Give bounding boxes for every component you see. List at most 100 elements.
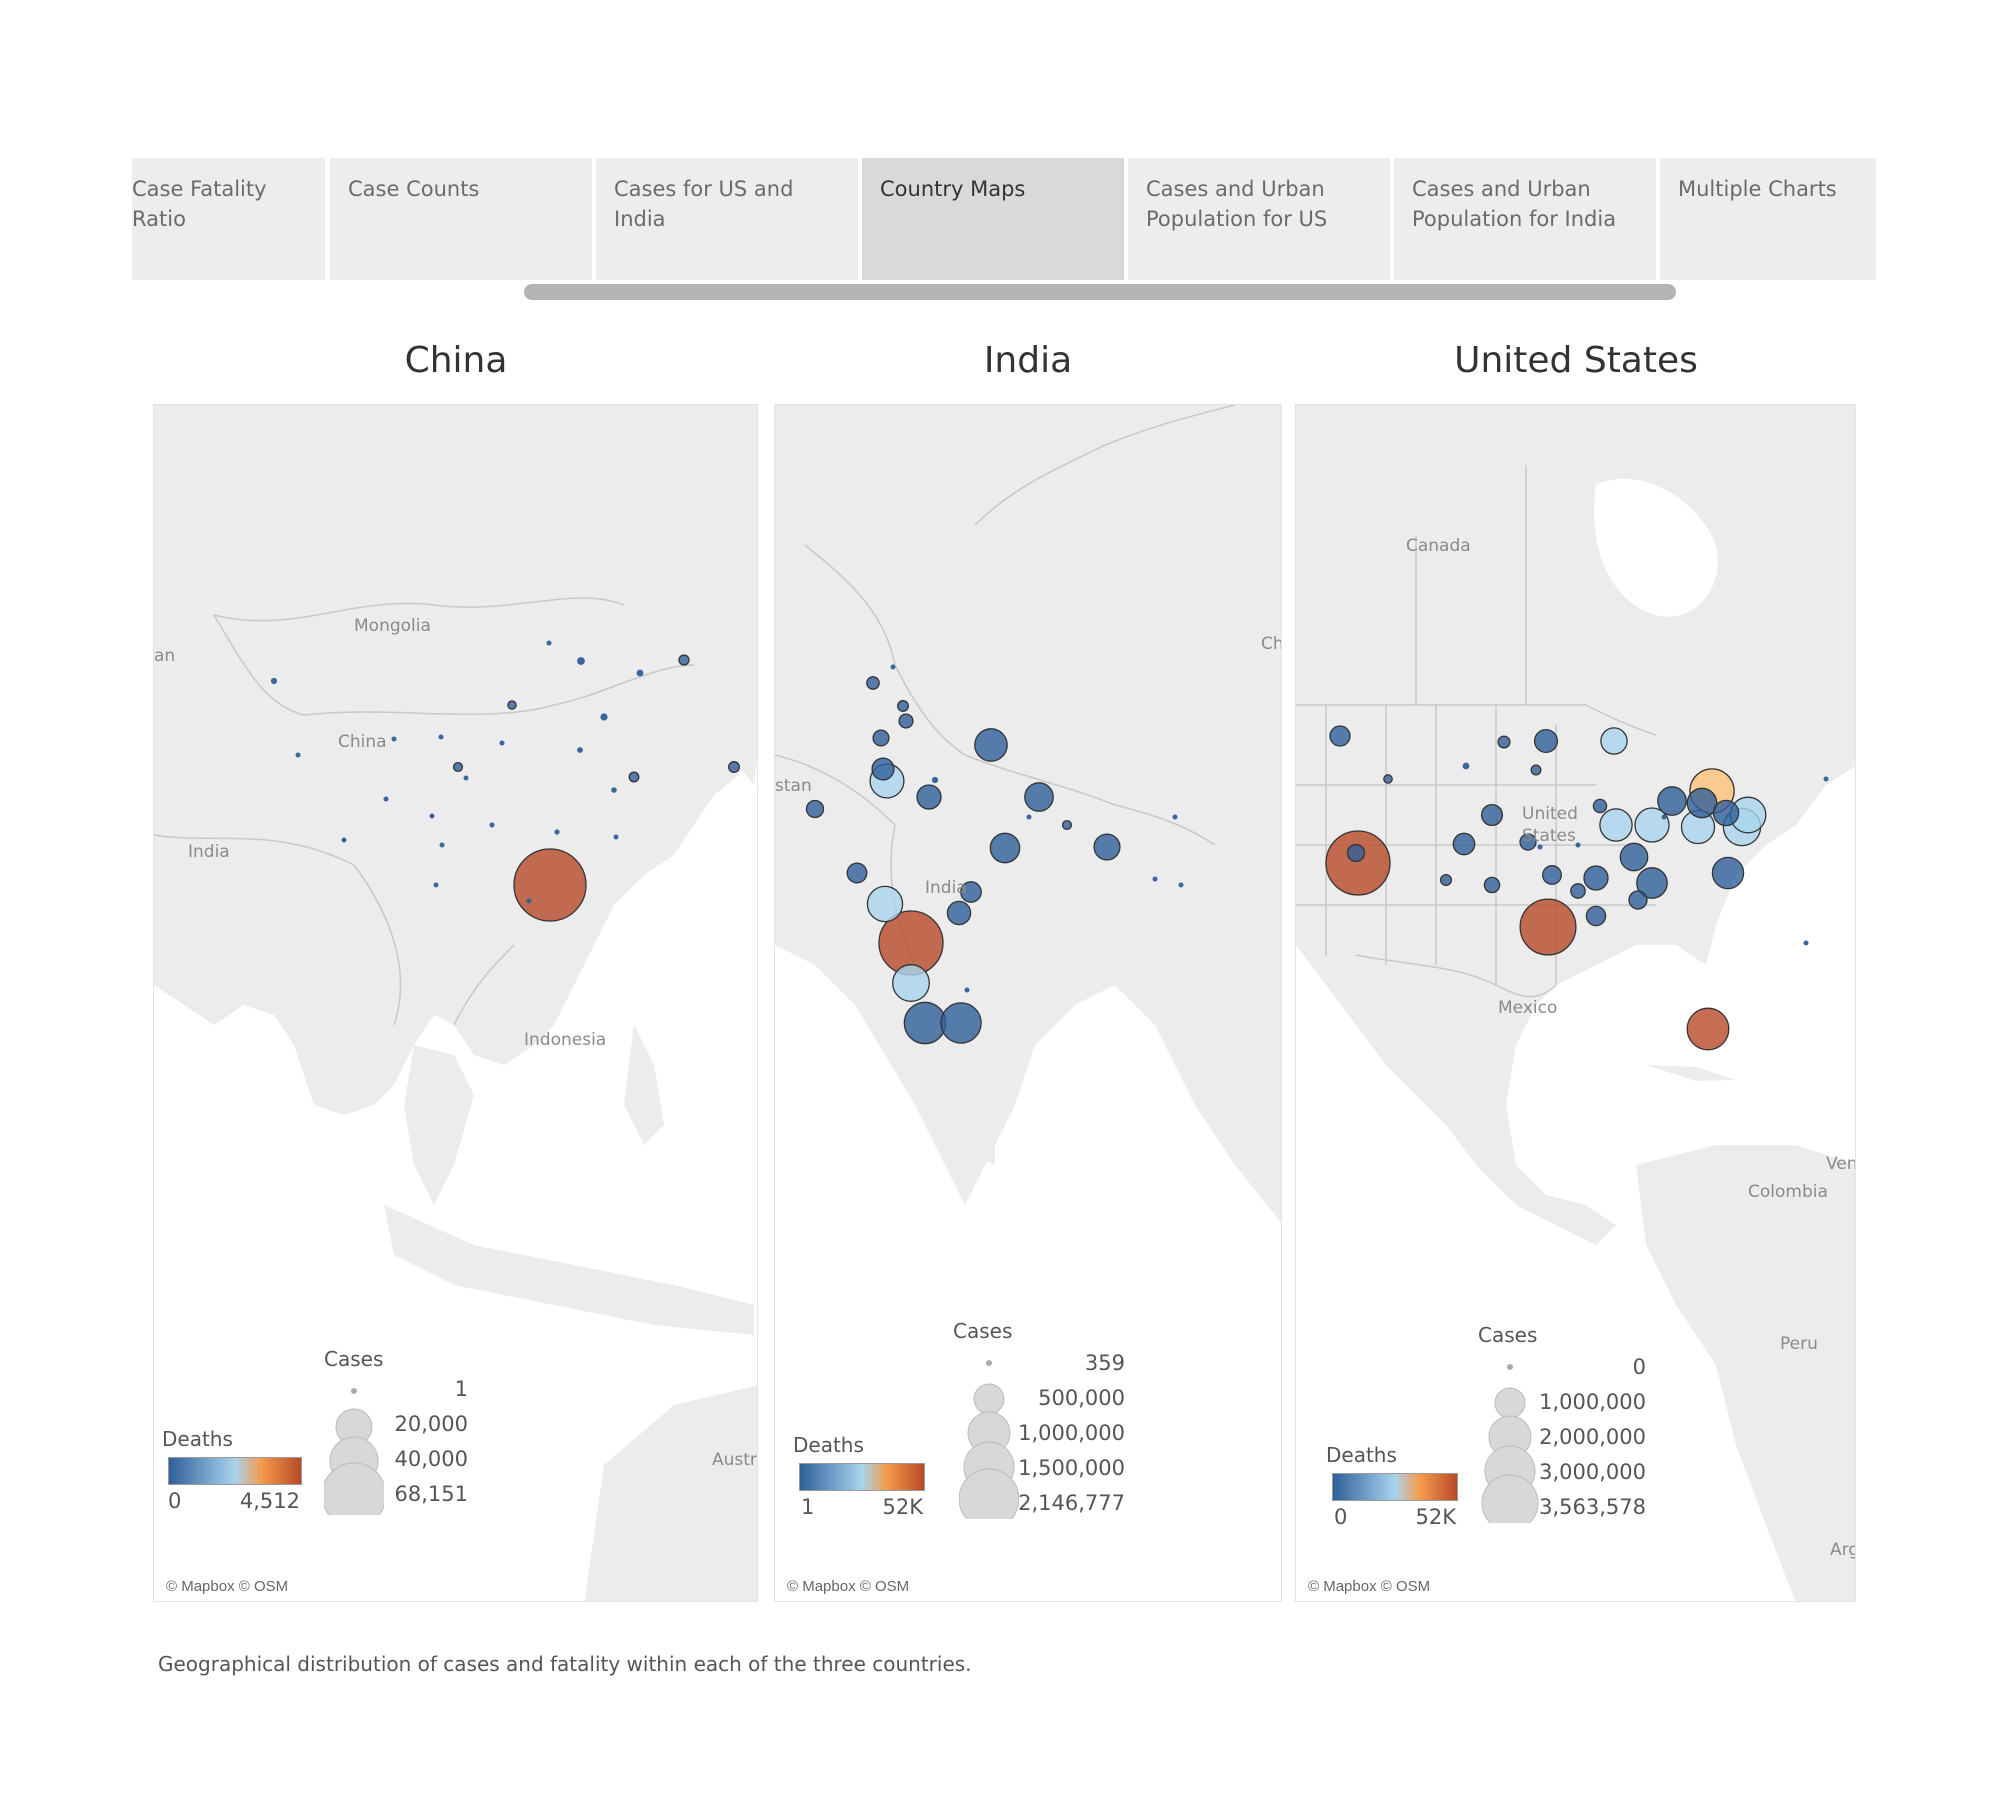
case-marker[interactable] [946, 900, 972, 926]
case-marker[interactable] [903, 1001, 947, 1045]
case-marker[interactable] [1093, 833, 1121, 861]
case-marker[interactable] [974, 728, 1008, 762]
case-marker[interactable] [872, 729, 890, 747]
case-marker[interactable] [1712, 799, 1740, 827]
map-panel-india[interactable]: India Ch stan Cases 359 500,000 1,000,00… [774, 404, 1282, 1602]
case-marker[interactable] [1172, 814, 1178, 820]
tab-cases-urban-us[interactable]: Cases and Urban Population for US [1128, 158, 1390, 280]
case-marker[interactable] [1537, 844, 1543, 850]
case-marker[interactable] [1519, 898, 1577, 956]
case-marker[interactable] [728, 761, 740, 773]
case-marker[interactable] [1383, 774, 1393, 784]
case-marker[interactable] [960, 881, 982, 903]
case-marker[interactable] [1686, 787, 1718, 819]
case-marker[interactable] [1325, 830, 1391, 896]
case-marker[interactable] [1575, 842, 1581, 848]
case-marker[interactable] [866, 885, 904, 923]
case-marker[interactable] [1061, 819, 1073, 831]
case-marker[interactable] [438, 734, 444, 740]
case-marker[interactable] [383, 796, 389, 802]
case-marker[interactable] [897, 700, 909, 712]
case-marker[interactable] [1823, 776, 1829, 782]
tab-multiple-charts[interactable]: Multiple Charts [1660, 158, 1876, 280]
case-marker[interactable] [1519, 833, 1537, 851]
case-marker[interactable] [546, 640, 552, 646]
case-marker[interactable] [1657, 786, 1687, 816]
case-marker[interactable] [1585, 905, 1607, 927]
case-marker[interactable] [1530, 764, 1542, 776]
case-marker[interactable] [554, 829, 560, 835]
case-marker[interactable] [898, 713, 914, 729]
case-marker[interactable] [1439, 873, 1453, 887]
tab-cases-us-india[interactable]: Cases for US and India [596, 158, 858, 280]
case-marker[interactable] [600, 713, 608, 721]
case-marker[interactable] [270, 677, 278, 685]
case-marker[interactable] [1661, 814, 1667, 820]
case-marker[interactable] [1346, 843, 1366, 863]
case-marker[interactable] [964, 987, 970, 993]
case-marker[interactable] [526, 898, 532, 904]
case-marker[interactable] [433, 882, 439, 888]
tab-cases-urban-india[interactable]: Cases and Urban Population for India [1394, 158, 1656, 280]
case-marker[interactable] [513, 848, 587, 922]
case-marker[interactable] [1480, 803, 1504, 827]
us-basemap[interactable]: Canada United States Mexico Colombia Per… [1296, 405, 1856, 1602]
case-marker[interactable] [439, 842, 445, 848]
case-marker[interactable] [1599, 808, 1633, 842]
case-marker[interactable] [499, 740, 505, 746]
case-marker[interactable] [1570, 883, 1586, 899]
case-marker[interactable] [1329, 725, 1351, 747]
case-marker[interactable] [489, 822, 495, 828]
case-marker[interactable] [1711, 856, 1745, 890]
case-marker[interactable] [866, 676, 880, 690]
tab-case-fatality-ratio[interactable]: Case Fatality Ratio [132, 158, 325, 280]
case-marker[interactable] [846, 862, 868, 884]
case-marker[interactable] [507, 700, 517, 710]
case-marker[interactable] [577, 747, 583, 753]
case-marker[interactable] [391, 736, 397, 742]
india-basemap[interactable]: India Ch stan [775, 405, 1282, 1602]
case-marker[interactable] [892, 964, 930, 1002]
case-marker[interactable] [871, 757, 895, 781]
case-marker[interactable] [1152, 876, 1158, 882]
china-basemap[interactable]: Mongolia China India Indonesia Austr an [154, 405, 758, 1602]
case-marker[interactable] [636, 669, 644, 677]
case-marker[interactable] [678, 654, 690, 666]
tab-country-maps[interactable]: Country Maps [862, 158, 1124, 280]
case-marker[interactable] [1542, 865, 1562, 885]
case-marker[interactable] [989, 832, 1021, 864]
case-marker[interactable] [1636, 867, 1668, 899]
map-panel-china[interactable]: Mongolia China India Indonesia Austr an … [153, 404, 758, 1602]
case-marker[interactable] [341, 837, 347, 843]
case-marker[interactable] [940, 1002, 982, 1044]
case-marker[interactable] [1462, 762, 1470, 770]
case-marker[interactable] [1628, 890, 1648, 910]
case-marker[interactable] [1583, 865, 1609, 891]
case-marker[interactable] [1592, 798, 1608, 814]
case-marker[interactable] [611, 787, 617, 793]
case-marker[interactable] [1178, 882, 1184, 888]
case-marker[interactable] [1619, 842, 1649, 872]
case-marker[interactable] [805, 799, 825, 819]
case-marker[interactable] [1024, 782, 1054, 812]
case-marker[interactable] [1497, 735, 1511, 749]
case-marker[interactable] [1533, 728, 1559, 754]
case-marker[interactable] [1483, 876, 1501, 894]
case-marker[interactable] [628, 771, 640, 783]
tab-scrollbar[interactable] [524, 284, 1676, 300]
case-marker[interactable] [1686, 1007, 1730, 1051]
case-marker[interactable] [1634, 807, 1670, 843]
case-marker[interactable] [916, 784, 942, 810]
case-marker[interactable] [429, 813, 435, 819]
case-marker[interactable] [295, 752, 301, 758]
case-marker[interactable] [1600, 727, 1628, 755]
map-panel-us[interactable]: Canada United States Mexico Colombia Per… [1295, 404, 1856, 1602]
case-marker[interactable] [613, 834, 619, 840]
case-marker[interactable] [1452, 832, 1476, 856]
case-marker[interactable] [890, 664, 896, 670]
case-marker[interactable] [931, 776, 939, 784]
case-marker[interactable] [463, 775, 469, 781]
case-marker[interactable] [1026, 814, 1032, 820]
tab-case-counts[interactable]: Case Counts [330, 158, 592, 280]
case-marker[interactable] [1803, 940, 1809, 946]
